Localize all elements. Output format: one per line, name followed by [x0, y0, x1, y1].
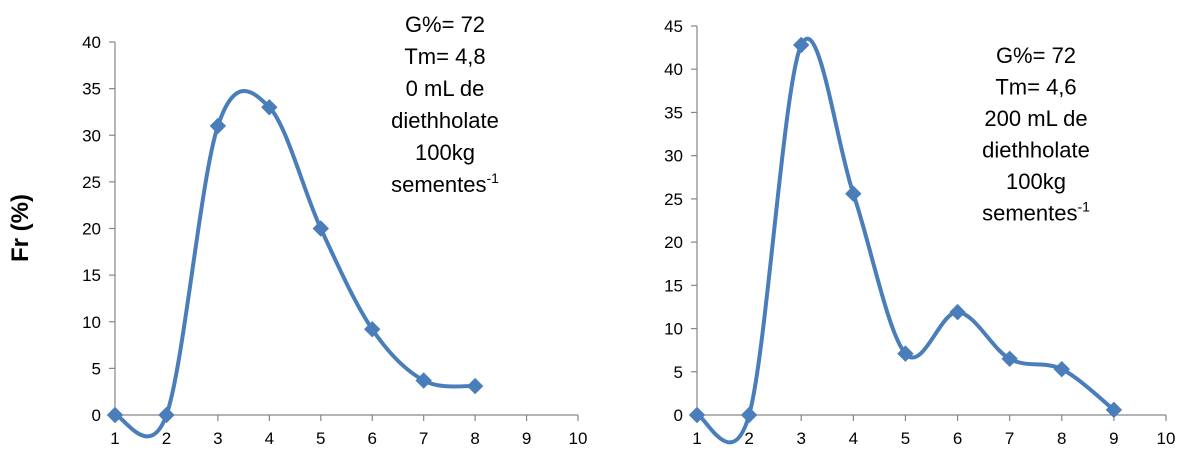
annotation-line: sementes-1 — [391, 170, 499, 197]
data-point-marker — [1053, 360, 1070, 378]
x-tick-label: 9 — [1109, 429, 1118, 448]
x-tick-label: 7 — [419, 429, 428, 448]
x-tick-label: 8 — [1057, 429, 1066, 448]
annotation-line: 200 mL de — [984, 106, 1087, 131]
y-tick-label: 30 — [82, 126, 101, 145]
y-tick-label: 20 — [664, 233, 683, 252]
y-tick-label: 40 — [664, 60, 683, 79]
y-tick-label: 15 — [664, 276, 683, 295]
data-point-marker — [740, 406, 758, 424]
y-tick-label: 0 — [674, 406, 683, 425]
x-tick-label: 4 — [849, 429, 858, 448]
data-point-marker — [209, 117, 227, 135]
annotation-line: G%= 72 — [405, 12, 485, 37]
x-tick-label: 5 — [901, 429, 910, 448]
annotation-line: diethholate — [391, 108, 499, 133]
y-tick-label: 5 — [674, 363, 683, 382]
y-tick-label: 25 — [82, 173, 101, 192]
x-tick-label: 3 — [796, 429, 805, 448]
y-tick-label: 0 — [92, 406, 101, 425]
y-tick-label: 5 — [92, 359, 101, 378]
annotation-line: sementes-1 — [982, 199, 1090, 226]
y-tick-label: 20 — [82, 220, 101, 239]
data-point-marker — [106, 406, 124, 424]
y-tick-label: 10 — [664, 320, 683, 339]
data-point-marker — [312, 220, 329, 237]
y-tick-label: 25 — [664, 190, 683, 209]
x-tick-label: 10 — [1157, 429, 1176, 448]
x-tick-label: 4 — [265, 429, 274, 448]
x-tick-label: 6 — [953, 429, 962, 448]
x-tick-label: 7 — [1005, 429, 1014, 448]
annotation-line: diethholate — [982, 138, 1090, 163]
chart-panel-1: 0 5 10 15 20 25 30 35 40 1 2 3 4 5 6 7 8 9 10 Fr (%) G%= 72 T… — [7, 12, 587, 448]
annotation-line: 100kg — [1006, 169, 1066, 194]
x-tick-label: 1 — [692, 429, 701, 448]
annotation-line: 100kg — [415, 140, 475, 165]
data-point-marker — [688, 406, 706, 424]
y-tick-label: 15 — [82, 266, 101, 285]
x-tick-label: 5 — [316, 429, 325, 448]
data-point-marker — [415, 372, 432, 389]
data-point-marker — [949, 303, 966, 321]
annotation-line: G%= 72 — [996, 43, 1076, 68]
data-point-marker — [793, 36, 810, 54]
y-tick-label: 10 — [82, 313, 101, 332]
data-point-marker — [261, 99, 278, 116]
data-point-marker — [158, 406, 175, 424]
annotation-line: Tm= 4,8 — [404, 44, 485, 69]
x-tick-label: 9 — [522, 429, 531, 448]
data-point-marker — [466, 377, 484, 395]
x-tick-label: 1 — [110, 429, 119, 448]
data-point-marker — [897, 345, 914, 362]
x-tick-label: 10 — [569, 429, 588, 448]
annotation-line: Tm= 4,6 — [995, 75, 1076, 100]
y-axis-title: Fr (%) — [7, 194, 34, 262]
y-tick-label: 40 — [82, 33, 101, 52]
x-tick-label: 3 — [213, 429, 222, 448]
data-point-marker — [1001, 350, 1018, 368]
x-tick-label: 2 — [744, 429, 753, 448]
data-point-marker — [845, 185, 862, 202]
y-tick-label: 30 — [664, 147, 683, 166]
x-tick-label: 8 — [470, 429, 479, 448]
annotation-line: 0 mL de — [406, 76, 485, 101]
data-point-marker — [364, 321, 381, 338]
y-tick-label: 35 — [82, 80, 101, 99]
x-tick-label: 6 — [367, 429, 376, 448]
y-tick-label: 45 — [664, 17, 683, 36]
data-point-marker — [1105, 401, 1123, 419]
y-tick-label: 35 — [664, 103, 683, 122]
x-tick-label: 2 — [162, 429, 171, 448]
